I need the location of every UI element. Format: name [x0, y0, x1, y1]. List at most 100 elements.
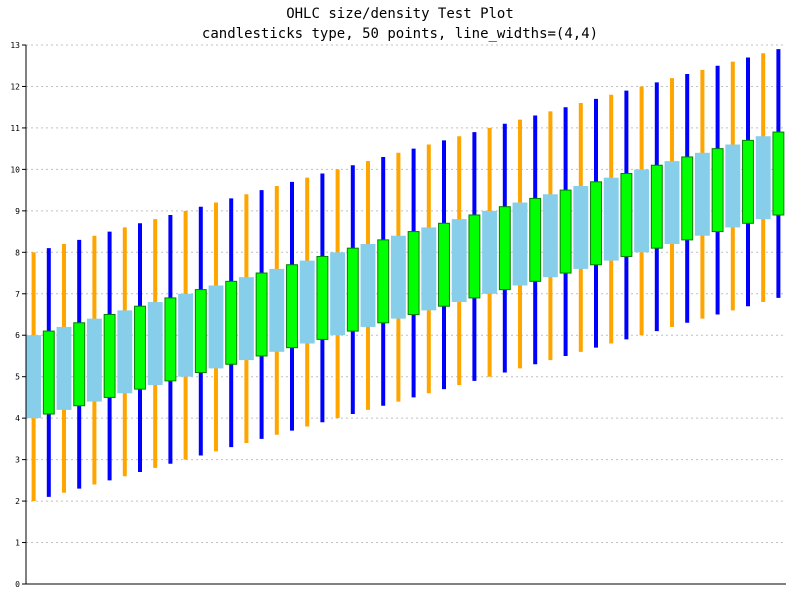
candlestick [742, 57, 754, 307]
candle-body [377, 239, 390, 324]
candle-body [26, 335, 42, 419]
candlestick [542, 111, 558, 361]
candle-body [755, 136, 771, 220]
candlestick [269, 185, 285, 435]
candlestick [86, 235, 102, 485]
candle-body [620, 173, 633, 257]
candle-body [330, 252, 346, 336]
candlestick [286, 181, 298, 431]
candlestick [346, 165, 359, 415]
chart-title: OHLC size/density Test Plot [286, 6, 514, 22]
y-tick-label: 5 [15, 373, 20, 382]
candlestick [390, 152, 406, 402]
y-tick-label: 6 [15, 331, 20, 340]
candle-body [681, 156, 694, 241]
candle-body [269, 268, 285, 352]
candlestick [255, 190, 268, 439]
candlestick [208, 202, 224, 452]
candlestick [498, 123, 511, 373]
candle-body [772, 131, 785, 216]
y-tick-label: 0 [15, 580, 20, 589]
y-tick-label: 9 [15, 207, 20, 216]
candlestick [603, 94, 619, 344]
candlestick [178, 210, 194, 460]
candle-body [512, 202, 528, 286]
candle-body [451, 219, 467, 303]
candle-body [103, 314, 116, 398]
y-tick-label: 8 [15, 248, 20, 257]
candle-body [498, 206, 511, 291]
y-tick-label: 13 [10, 41, 20, 50]
candle-body [634, 169, 650, 253]
candle-body [286, 264, 298, 349]
candle-body [147, 302, 163, 385]
candlestick [451, 136, 467, 385]
axes [22, 44, 786, 585]
candle-body [664, 161, 680, 245]
candle-body [117, 310, 133, 394]
candlestick [468, 132, 481, 381]
candle-body [390, 235, 406, 319]
candle-body [255, 272, 268, 357]
candlestick [650, 82, 663, 332]
candle-body [711, 148, 724, 233]
candle-body [407, 231, 420, 315]
candle-body [42, 330, 55, 415]
candlestick [238, 194, 254, 444]
candlestick [42, 248, 55, 497]
candlestick [529, 115, 542, 365]
candle-body [482, 210, 498, 294]
candlestick [755, 53, 771, 303]
candlestick [620, 90, 633, 340]
candlestick [482, 127, 498, 377]
candlestick [299, 177, 315, 427]
candle-body [559, 189, 572, 274]
candlestick [164, 214, 177, 464]
candlestick [377, 156, 390, 406]
y-tick-label: 11 [10, 124, 20, 133]
y-tick-label: 3 [15, 456, 20, 465]
y-tick-label: 10 [10, 165, 20, 174]
candle-body [134, 305, 146, 390]
y-tick-label: 4 [15, 414, 20, 423]
candlestick [438, 140, 450, 390]
candle-body [650, 164, 663, 249]
candlestick [512, 119, 528, 369]
candle-body [238, 277, 254, 361]
candlestick [147, 219, 163, 468]
candle-body [316, 255, 329, 340]
candlestick [634, 86, 650, 336]
candlestick [225, 198, 238, 448]
candlestick [134, 223, 146, 473]
candle-body [438, 222, 450, 307]
candle-body [225, 280, 238, 365]
candle-body [603, 177, 619, 261]
candle-body [468, 214, 481, 299]
candlestick [316, 173, 329, 423]
candlestick [26, 252, 42, 502]
candlestick [573, 103, 589, 352]
candlestick [330, 169, 346, 419]
y-tick-label: 1 [15, 539, 20, 548]
candlestick-series [26, 49, 785, 502]
candle-body [178, 293, 194, 377]
candle-body [590, 181, 602, 266]
candle-body [725, 144, 741, 228]
candlestick [407, 148, 420, 398]
candlestick [664, 78, 680, 327]
candlestick [559, 107, 572, 356]
candle-body [56, 326, 72, 410]
candlestick [590, 98, 602, 348]
candle-body [299, 260, 315, 344]
candle-body [742, 139, 754, 224]
candle-body [194, 289, 207, 374]
candle-body [421, 227, 437, 311]
candlestick [711, 65, 724, 315]
candle-body [73, 322, 86, 407]
candlestick [694, 69, 710, 319]
candle-body [164, 297, 177, 382]
chart-subtitle: candlesticks type, 50 points, line_width… [201, 26, 599, 42]
y-tick-label: 12 [10, 82, 20, 91]
candle-body [208, 285, 224, 369]
